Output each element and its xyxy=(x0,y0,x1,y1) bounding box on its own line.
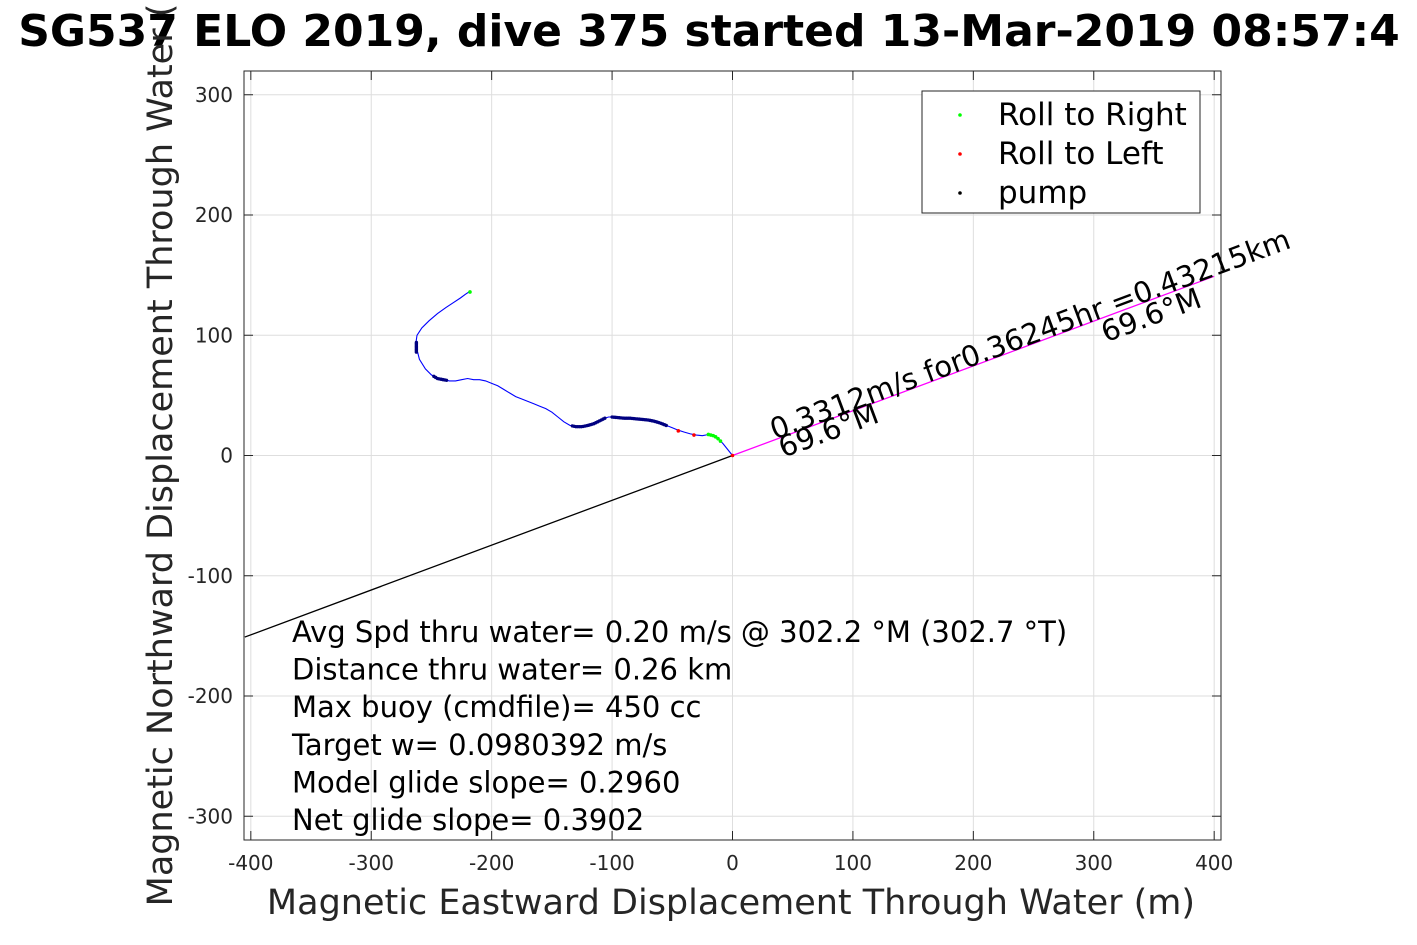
pump-point xyxy=(414,340,419,345)
roll-right-point xyxy=(468,290,472,294)
legend-label: pump xyxy=(998,175,1087,211)
y-tick-label: -200 xyxy=(188,684,233,708)
y-tick-label: 300 xyxy=(195,83,233,107)
info-line: Avg Spd thru water= 0.20 m/s @ 302.2 °M … xyxy=(292,615,1067,649)
y-tick-label: -300 xyxy=(188,804,233,828)
x-tick-label: -100 xyxy=(589,851,634,875)
legend-label: Roll to Left xyxy=(998,136,1164,172)
marker-layer xyxy=(414,290,735,458)
info-line: Net glide slope= 0.3902 xyxy=(292,803,644,837)
info-text: Avg Spd thru water= 0.20 m/s @ 302.2 °M … xyxy=(291,615,1067,837)
info-line: Distance thru water= 0.26 km xyxy=(292,653,732,687)
roll-right-point xyxy=(718,439,723,443)
info-line: Model glide slope= 0.2960 xyxy=(292,765,680,799)
roll-right-point xyxy=(716,436,720,441)
y-tick-label: -100 xyxy=(188,564,233,588)
x-tick-label: 300 xyxy=(1075,851,1113,875)
track-series xyxy=(415,291,733,456)
x-tick-label: -400 xyxy=(228,851,273,875)
roll-left-point xyxy=(676,429,681,433)
x-tick-label: 0 xyxy=(726,851,739,875)
y-tick-label: 200 xyxy=(195,203,233,227)
tick-labels: -400 -300 -200 -100 0 100 200 300 400 -300 -200 -10… xyxy=(188,83,1234,875)
heading-line xyxy=(732,275,1215,457)
x-tick-label: 100 xyxy=(834,851,872,875)
heading-lines xyxy=(244,275,1215,638)
legend-marker xyxy=(958,191,962,195)
pump-point xyxy=(603,416,607,420)
info-line: Max buoy (cmdfile)= 450 cc xyxy=(292,690,701,724)
y-tick-label: 100 xyxy=(195,323,233,347)
annotations: 0.3312m/s for0.36245hr =0.43215km69.6°M6… xyxy=(765,222,1295,464)
info-line: Target w= 0.0980392 m/s xyxy=(291,728,667,762)
roll-left-point xyxy=(692,433,696,437)
x-axis-label: Magnetic Eastward Displacement Through W… xyxy=(267,883,1195,923)
y-tick-label: 0 xyxy=(220,444,233,468)
y-axis-label: Magnetic Northward Displacement Through … xyxy=(141,4,181,907)
pump-point xyxy=(664,423,668,428)
legend-label: Roll to Right xyxy=(998,97,1187,133)
x-tick-label: 400 xyxy=(1195,851,1233,875)
reciprocal-heading-line xyxy=(244,454,733,638)
legend-box xyxy=(921,90,1201,214)
roll-left-point xyxy=(730,453,735,458)
x-tick-label: -300 xyxy=(349,851,394,875)
x-tick-label: 200 xyxy=(954,851,992,875)
track-layer xyxy=(415,291,733,456)
legend-marker xyxy=(958,113,962,117)
tick-marks xyxy=(244,71,1221,840)
pump-point xyxy=(444,378,449,383)
x-tick-label: -200 xyxy=(469,851,514,875)
chart-title: SG537 ELO 2019, dive 375 started 13-Mar-… xyxy=(18,6,1400,57)
legend-marker xyxy=(958,152,962,156)
